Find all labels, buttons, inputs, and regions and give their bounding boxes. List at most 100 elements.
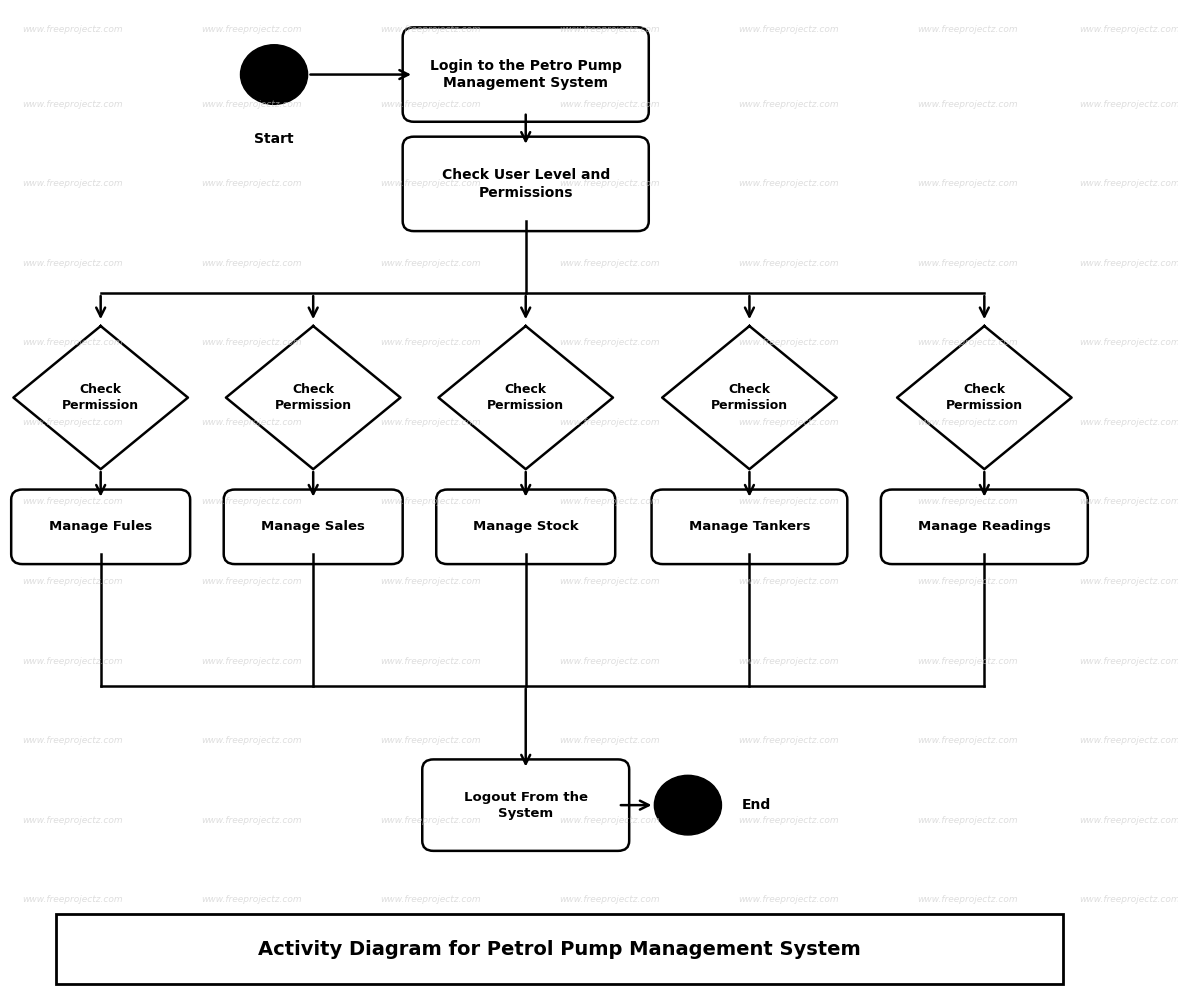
FancyBboxPatch shape [651, 490, 847, 565]
Text: www.freeprojectz.com: www.freeprojectz.com [22, 417, 123, 427]
Text: www.freeprojectz.com: www.freeprojectz.com [1079, 656, 1178, 666]
Text: Activity Diagram for Petrol Pump Management System: Activity Diagram for Petrol Pump Managem… [258, 939, 861, 959]
Text: Check
Permission: Check Permission [62, 383, 139, 413]
Text: www.freeprojectz.com: www.freeprojectz.com [918, 656, 1018, 666]
Text: www.freeprojectz.com: www.freeprojectz.com [22, 895, 123, 905]
FancyBboxPatch shape [403, 27, 649, 121]
Text: www.freeprojectz.com: www.freeprojectz.com [1079, 99, 1178, 109]
Text: Start: Start [254, 132, 293, 146]
FancyBboxPatch shape [881, 490, 1087, 565]
Text: www.freeprojectz.com: www.freeprojectz.com [1079, 577, 1178, 586]
Text: www.freeprojectz.com: www.freeprojectz.com [380, 656, 481, 666]
Text: www.freeprojectz.com: www.freeprojectz.com [22, 25, 123, 35]
Text: Logout From the
System: Logout From the System [464, 790, 588, 820]
Text: Check
Permission: Check Permission [946, 383, 1023, 413]
Text: www.freeprojectz.com: www.freeprojectz.com [739, 577, 839, 586]
Text: www.freeprojectz.com: www.freeprojectz.com [560, 815, 660, 825]
Text: Manage Stock: Manage Stock [472, 520, 578, 534]
Bar [55, 914, 1063, 984]
Text: www.freeprojectz.com: www.freeprojectz.com [918, 497, 1018, 507]
Text: www.freeprojectz.com: www.freeprojectz.com [201, 577, 302, 586]
FancyBboxPatch shape [11, 490, 190, 565]
Text: www.freeprojectz.com: www.freeprojectz.com [1079, 895, 1178, 905]
Text: www.freeprojectz.com: www.freeprojectz.com [201, 736, 302, 746]
FancyBboxPatch shape [436, 490, 615, 565]
Text: Check User Level and
Permissions: Check User Level and Permissions [442, 168, 610, 200]
Text: End: End [742, 798, 770, 812]
Text: www.freeprojectz.com: www.freeprojectz.com [739, 258, 839, 268]
Text: www.freeprojectz.com: www.freeprojectz.com [560, 25, 660, 35]
Text: www.freeprojectz.com: www.freeprojectz.com [380, 815, 481, 825]
Text: www.freeprojectz.com: www.freeprojectz.com [201, 656, 302, 666]
Text: www.freeprojectz.com: www.freeprojectz.com [560, 179, 660, 189]
Text: www.freeprojectz.com: www.freeprojectz.com [918, 577, 1018, 586]
Circle shape [240, 45, 307, 104]
Text: www.freeprojectz.com: www.freeprojectz.com [560, 258, 660, 268]
Text: www.freeprojectz.com: www.freeprojectz.com [739, 417, 839, 427]
FancyBboxPatch shape [403, 137, 649, 232]
Text: www.freeprojectz.com: www.freeprojectz.com [739, 25, 839, 35]
Text: www.freeprojectz.com: www.freeprojectz.com [22, 258, 123, 268]
Text: www.freeprojectz.com: www.freeprojectz.com [560, 895, 660, 905]
Text: www.freeprojectz.com: www.freeprojectz.com [1079, 417, 1178, 427]
Text: www.freeprojectz.com: www.freeprojectz.com [739, 656, 839, 666]
Text: www.freeprojectz.com: www.freeprojectz.com [201, 25, 302, 35]
Text: www.freeprojectz.com: www.freeprojectz.com [1079, 258, 1178, 268]
Text: www.freeprojectz.com: www.freeprojectz.com [560, 736, 660, 746]
Text: www.freeprojectz.com: www.freeprojectz.com [380, 497, 481, 507]
Text: www.freeprojectz.com: www.freeprojectz.com [918, 338, 1018, 348]
Text: www.freeprojectz.com: www.freeprojectz.com [1079, 497, 1178, 507]
Text: www.freeprojectz.com: www.freeprojectz.com [918, 179, 1018, 189]
Text: www.freeprojectz.com: www.freeprojectz.com [739, 99, 839, 109]
Text: www.freeprojectz.com: www.freeprojectz.com [739, 497, 839, 507]
Text: www.freeprojectz.com: www.freeprojectz.com [918, 25, 1018, 35]
Text: www.freeprojectz.com: www.freeprojectz.com [22, 736, 123, 746]
Text: www.freeprojectz.com: www.freeprojectz.com [22, 179, 123, 189]
Text: www.freeprojectz.com: www.freeprojectz.com [201, 338, 302, 348]
Text: www.freeprojectz.com: www.freeprojectz.com [380, 736, 481, 746]
Text: www.freeprojectz.com: www.freeprojectz.com [1079, 179, 1178, 189]
Circle shape [654, 775, 721, 835]
Text: www.freeprojectz.com: www.freeprojectz.com [380, 417, 481, 427]
Text: www.freeprojectz.com: www.freeprojectz.com [918, 99, 1018, 109]
Text: www.freeprojectz.com: www.freeprojectz.com [560, 338, 660, 348]
Text: www.freeprojectz.com: www.freeprojectz.com [739, 815, 839, 825]
Text: www.freeprojectz.com: www.freeprojectz.com [201, 497, 302, 507]
Text: www.freeprojectz.com: www.freeprojectz.com [560, 99, 660, 109]
Text: www.freeprojectz.com: www.freeprojectz.com [1079, 25, 1178, 35]
Text: www.freeprojectz.com: www.freeprojectz.com [22, 497, 123, 507]
Text: www.freeprojectz.com: www.freeprojectz.com [739, 895, 839, 905]
Text: www.freeprojectz.com: www.freeprojectz.com [918, 895, 1018, 905]
Text: www.freeprojectz.com: www.freeprojectz.com [380, 338, 481, 348]
Text: www.freeprojectz.com: www.freeprojectz.com [22, 656, 123, 666]
Text: www.freeprojectz.com: www.freeprojectz.com [918, 815, 1018, 825]
Text: www.freeprojectz.com: www.freeprojectz.com [1079, 815, 1178, 825]
Text: www.freeprojectz.com: www.freeprojectz.com [380, 895, 481, 905]
Text: www.freeprojectz.com: www.freeprojectz.com [201, 179, 302, 189]
Text: www.freeprojectz.com: www.freeprojectz.com [22, 99, 123, 109]
Text: www.freeprojectz.com: www.freeprojectz.com [918, 258, 1018, 268]
Text: Manage Fules: Manage Fules [49, 520, 152, 534]
Text: www.freeprojectz.com: www.freeprojectz.com [918, 417, 1018, 427]
Text: www.freeprojectz.com: www.freeprojectz.com [739, 338, 839, 348]
Text: www.freeprojectz.com: www.freeprojectz.com [22, 338, 123, 348]
Text: Check
Permission: Check Permission [710, 383, 788, 413]
Text: www.freeprojectz.com: www.freeprojectz.com [201, 99, 302, 109]
Text: Manage Readings: Manage Readings [918, 520, 1051, 534]
Text: www.freeprojectz.com: www.freeprojectz.com [739, 179, 839, 189]
Text: www.freeprojectz.com: www.freeprojectz.com [560, 577, 660, 586]
Text: Manage Tankers: Manage Tankers [689, 520, 810, 534]
Text: www.freeprojectz.com: www.freeprojectz.com [201, 258, 302, 268]
Text: www.freeprojectz.com: www.freeprojectz.com [380, 179, 481, 189]
Text: www.freeprojectz.com: www.freeprojectz.com [201, 815, 302, 825]
Text: www.freeprojectz.com: www.freeprojectz.com [739, 736, 839, 746]
Text: Login to the Petro Pump
Management System: Login to the Petro Pump Management Syste… [430, 59, 622, 90]
Text: www.freeprojectz.com: www.freeprojectz.com [22, 815, 123, 825]
Text: www.freeprojectz.com: www.freeprojectz.com [560, 656, 660, 666]
Text: www.freeprojectz.com: www.freeprojectz.com [380, 25, 481, 35]
Text: www.freeprojectz.com: www.freeprojectz.com [1079, 338, 1178, 348]
Text: www.freeprojectz.com: www.freeprojectz.com [380, 577, 481, 586]
FancyBboxPatch shape [422, 759, 629, 851]
Text: www.freeprojectz.com: www.freeprojectz.com [22, 577, 123, 586]
Text: www.freeprojectz.com: www.freeprojectz.com [918, 736, 1018, 746]
